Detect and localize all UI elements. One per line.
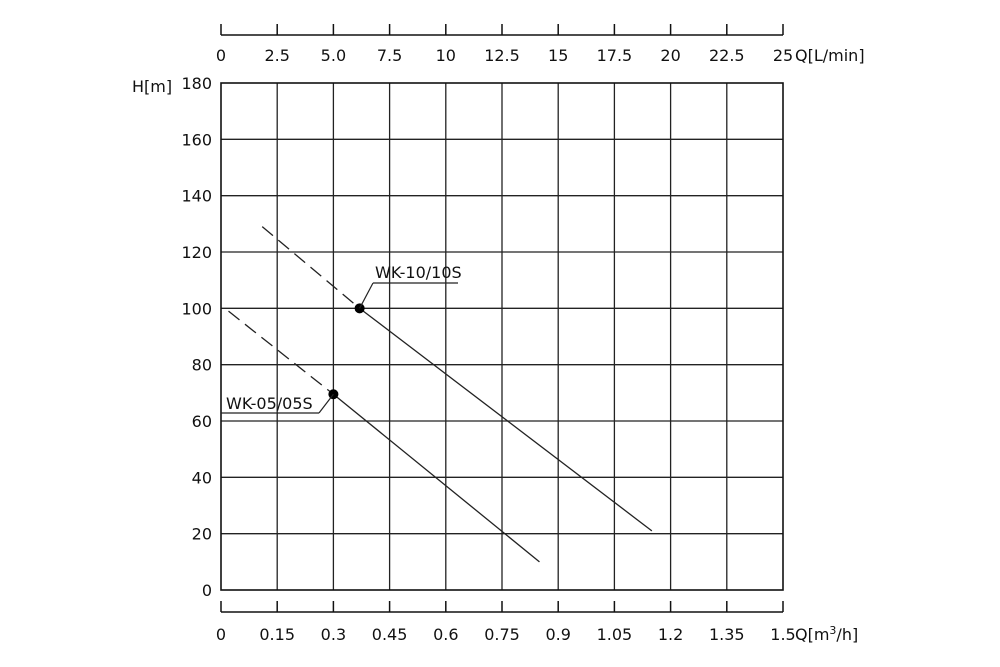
top-axis-tick-label: 2.5 [264, 46, 289, 65]
bottom-axis-tick-label: 0.6 [433, 625, 458, 644]
bottom-axis-tick-label: 1.35 [709, 625, 745, 644]
top-axis-tick-label: 20 [660, 46, 680, 65]
series-line-dashed [261, 226, 361, 309]
y-axis-tick-label: 100 [181, 299, 212, 318]
y-axis-tick-label: 40 [192, 468, 212, 487]
series-WK-10/10S: WK-10/10S [261, 226, 653, 532]
y-axis-tick-label: 20 [192, 525, 212, 544]
plot-frame [220, 82, 784, 591]
bottom-axis-tick-label: 0.75 [484, 625, 520, 644]
top-axis-tick-label: 0 [216, 46, 226, 65]
series-leader-line [318, 393, 334, 414]
series-WK-05/05S: WK-05/05S [221, 310, 540, 563]
bottom-axis-tick-label: 1.5 [770, 625, 795, 644]
top-axis-tick-label: 7.5 [377, 46, 402, 65]
series-label: WK-05/05S [226, 394, 313, 413]
plot-border [220, 82, 784, 591]
top-axis-tick-label: 25 [773, 46, 793, 65]
bottom-axis-tick-label: 1.2 [658, 625, 683, 644]
series-leader-line [359, 282, 374, 309]
y-axis-tick-label: 80 [192, 356, 212, 375]
top-axis: 0 2.5 5.0 7.5 10 12.5 15 17.5 20 22.5 25 [216, 24, 793, 65]
bottom-axis-tick-label: 0.3 [321, 625, 346, 644]
bottom-axis-tick-label: 0 [216, 625, 226, 644]
series-line-dashed [228, 310, 334, 395]
series-label: WK-10/10S [375, 263, 462, 282]
bottom-axis-tick-label: 1.05 [597, 625, 633, 644]
y-axis: 0 20 40 60 80 100 120 140 160 180 [181, 74, 212, 600]
y-axis-tick-label: 120 [181, 243, 212, 262]
bottom-axis-label: Q[m3/h] [795, 624, 858, 644]
bottom-axis-tick-label: 0.15 [259, 625, 295, 644]
top-axis-tick-label: 22.5 [709, 46, 745, 65]
top-axis-tick-label: 17.5 [597, 46, 633, 65]
y-axis-tick-label: 180 [181, 74, 212, 93]
series-line-solid [332, 393, 540, 563]
series-layer: WK-10/10S WK-05/05S [221, 226, 653, 563]
top-axis-label: Q[L/min] [795, 46, 865, 65]
bottom-axis: 0 0.15 0.3 0.45 0.6 0.75 0.9 1.05 1.2 1.35 1.5 [216, 601, 796, 644]
y-axis-label: H[m] [132, 77, 172, 96]
grid [221, 83, 783, 590]
top-axis-tick-label: 15 [548, 46, 568, 65]
y-axis-tick-label: 0 [202, 581, 212, 600]
bottom-axis-tick-label: 0.45 [372, 625, 408, 644]
bottom-axis-tick-label: 0.9 [545, 625, 570, 644]
top-axis-tick-label: 12.5 [484, 46, 520, 65]
y-axis-tick-label: 140 [181, 187, 212, 206]
series-line-solid [359, 307, 653, 532]
top-axis-tick-label: 5.0 [321, 46, 346, 65]
y-axis-tick-label: 160 [181, 130, 212, 149]
y-axis-tick-label: 60 [192, 412, 212, 431]
top-axis-tick-label: 10 [436, 46, 456, 65]
